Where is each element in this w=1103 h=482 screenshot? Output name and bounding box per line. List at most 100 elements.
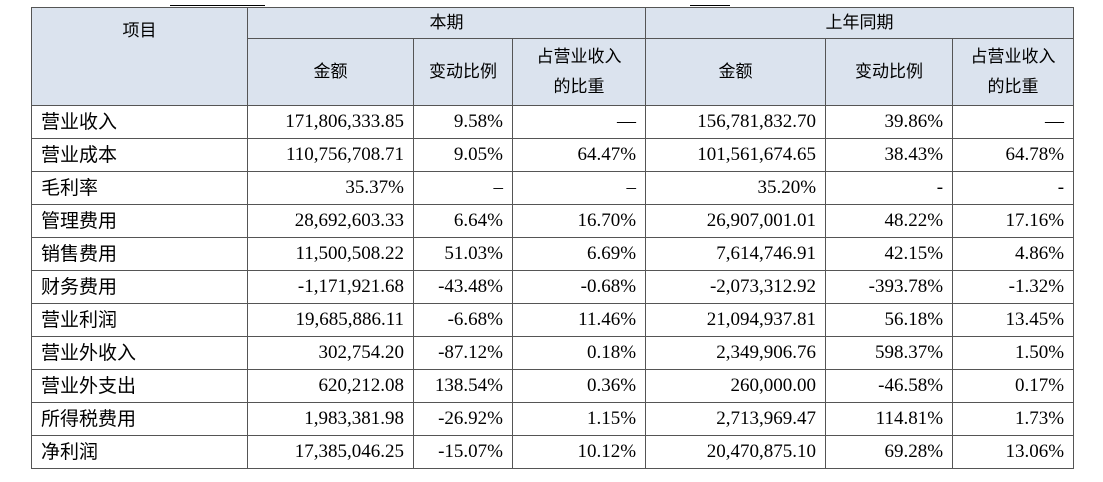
table-row: 管理费用 28,692,603.33 6.64% 16.70% 26,907,0… xyxy=(31,204,1075,238)
table-row: 营业外支出 620,212.08 138.54% 0.36% 260,000.0… xyxy=(31,369,1075,403)
current-amount-cell: 171,806,333.85 xyxy=(247,105,414,139)
prior-share-cell: 1.73% xyxy=(952,402,1075,436)
current-change-cell: 138.54% xyxy=(413,369,513,403)
prior-change-cell: -46.58% xyxy=(825,369,954,403)
prior-change-cell: 56.18% xyxy=(825,303,954,337)
current-share-cell: 0.36% xyxy=(511,369,647,403)
current-change-cell: 6.64% xyxy=(413,204,513,238)
row-label: 营业外收入 xyxy=(31,336,248,370)
share-header-line1: 占营业收入 xyxy=(970,47,1056,67)
row-label: 净利润 xyxy=(31,435,248,469)
table-row: 营业成本 110,756,708.71 9.05% 64.47% 101,561… xyxy=(31,138,1075,172)
prior-amount-cell: 2,713,969.47 xyxy=(645,402,827,436)
table-row: 净利润 17,385,046.25 -15.07% 10.12% 20,470,… xyxy=(31,435,1075,469)
row-label: 所得税费用 xyxy=(31,402,248,436)
prior-amount-cell: -2,073,312.92 xyxy=(645,270,827,304)
prior-amount-cell: 21,094,937.81 xyxy=(645,303,827,337)
current-amount-cell: 28,692,603.33 xyxy=(247,204,414,238)
current-share-cell: 11.46% xyxy=(511,303,647,337)
table-header: 项目 本期 上年同期 金额 变动比例 占营业收入 的比重 金额 变动比例 占营业收… xyxy=(31,7,1075,106)
prior-change-cell: 598.37% xyxy=(825,336,954,370)
current-change-cell: 9.05% xyxy=(413,138,513,172)
prior-amount-cell: 35.20% xyxy=(645,171,827,205)
row-label: 营业利润 xyxy=(31,303,248,337)
prior-share-cell: — xyxy=(952,105,1075,139)
current-share-cell: 0.18% xyxy=(511,336,647,370)
current-change-cell: 9.58% xyxy=(413,105,513,139)
current-amount-cell: 17,385,046.25 xyxy=(247,435,414,469)
table-row: 毛利率 35.37% – – 35.20% - - xyxy=(31,171,1075,205)
income-statement-table: 项目 本期 上年同期 金额 变动比例 占营业收入 的比重 金额 变动比例 占营业收… xyxy=(31,7,1075,469)
prior-change-cell: - xyxy=(825,171,954,205)
item-column-header: 项目 xyxy=(31,7,248,106)
current-share-cell: -0.68% xyxy=(511,270,647,304)
current-change-cell: -15.07% xyxy=(413,435,513,469)
table-row: 营业外收入 302,754.20 -87.12% 0.18% 2,349,906… xyxy=(31,336,1075,370)
prior-change-cell: 38.43% xyxy=(825,138,954,172)
current-share-cell: 6.69% xyxy=(511,237,647,271)
current-amount-cell: 11,500,508.22 xyxy=(247,237,414,271)
prior-amount-cell: 156,781,832.70 xyxy=(645,105,827,139)
current-amount-cell: 19,685,886.11 xyxy=(247,303,414,337)
current-change-cell: -87.12% xyxy=(413,336,513,370)
prior-amount-cell: 101,561,674.65 xyxy=(645,138,827,172)
prior-share-cell: 0.17% xyxy=(952,369,1075,403)
share-header-line2: 的比重 xyxy=(987,77,1039,97)
current-amount-cell: 110,756,708.71 xyxy=(247,138,414,172)
current-change-cell: -6.68% xyxy=(413,303,513,337)
row-label: 营业成本 xyxy=(31,138,248,172)
table-row: 营业收入 171,806,333.85 9.58% — 156,781,832.… xyxy=(31,105,1075,139)
current-share-cell: — xyxy=(511,105,647,139)
current-amount-header: 金额 xyxy=(247,38,414,106)
prior-amount-cell: 20,470,875.10 xyxy=(645,435,827,469)
table-row: 所得税费用 1,983,381.98 -26.92% 1.15% 2,713,9… xyxy=(31,402,1075,436)
row-label: 毛利率 xyxy=(31,171,248,205)
prior-amount-cell: 26,907,001.01 xyxy=(645,204,827,238)
current-change-header: 变动比例 xyxy=(413,38,513,106)
prior-share-cell: 17.16% xyxy=(952,204,1075,238)
prior-amount-cell: 260,000.00 xyxy=(645,369,827,403)
current-share-cell: 10.12% xyxy=(511,435,647,469)
current-change-cell: -26.92% xyxy=(413,402,513,436)
prior-period-header: 上年同期 xyxy=(645,7,1075,39)
row-label: 营业外支出 xyxy=(31,369,248,403)
row-label: 销售费用 xyxy=(31,237,248,271)
prior-share-cell: 13.06% xyxy=(952,435,1075,469)
table-row: 销售费用 11,500,508.22 51.03% 6.69% 7,614,74… xyxy=(31,237,1075,271)
prior-change-cell: -393.78% xyxy=(825,270,954,304)
current-share-cell: 1.15% xyxy=(511,402,647,436)
share-header-line1: 占营业收入 xyxy=(536,47,622,67)
prior-change-cell: 42.15% xyxy=(825,237,954,271)
prior-amount-cell: 2,349,906.76 xyxy=(645,336,827,370)
prior-change-cell: 114.81% xyxy=(825,402,954,436)
prior-share-cell: 13.45% xyxy=(952,303,1075,337)
prior-share-cell: 64.78% xyxy=(952,138,1075,172)
row-label: 管理费用 xyxy=(31,204,248,238)
current-share-cell: 16.70% xyxy=(511,204,647,238)
prior-change-cell: 39.86% xyxy=(825,105,954,139)
table-body: 营业收入 171,806,333.85 9.58% — 156,781,832.… xyxy=(31,105,1075,469)
prior-share-cell: 1.50% xyxy=(952,336,1075,370)
top-rule-fragment xyxy=(170,0,265,6)
prior-change-cell: 69.28% xyxy=(825,435,954,469)
current-change-cell: 51.03% xyxy=(413,237,513,271)
current-amount-cell: -1,171,921.68 xyxy=(247,270,414,304)
current-amount-cell: 302,754.20 xyxy=(247,336,414,370)
prior-share-cell: - xyxy=(952,171,1075,205)
prior-change-cell: 48.22% xyxy=(825,204,954,238)
current-change-cell: -43.48% xyxy=(413,270,513,304)
share-header-line2: 的比重 xyxy=(553,77,605,97)
current-share-header: 占营业收入 的比重 xyxy=(511,38,647,106)
top-rule-fragment xyxy=(690,0,730,6)
table-row: 财务费用 -1,171,921.68 -43.48% -0.68% -2,073… xyxy=(31,270,1075,304)
current-amount-cell: 1,983,381.98 xyxy=(247,402,414,436)
prior-amount-cell: 7,614,746.91 xyxy=(645,237,827,271)
current-period-header: 本期 xyxy=(246,7,647,39)
row-label: 财务费用 xyxy=(31,270,248,304)
prior-share-cell: -1.32% xyxy=(952,270,1075,304)
current-change-cell: – xyxy=(413,171,513,205)
current-amount-cell: 35.37% xyxy=(247,171,414,205)
table-row: 营业利润 19,685,886.11 -6.68% 11.46% 21,094,… xyxy=(31,303,1075,337)
current-share-cell: – xyxy=(511,171,647,205)
